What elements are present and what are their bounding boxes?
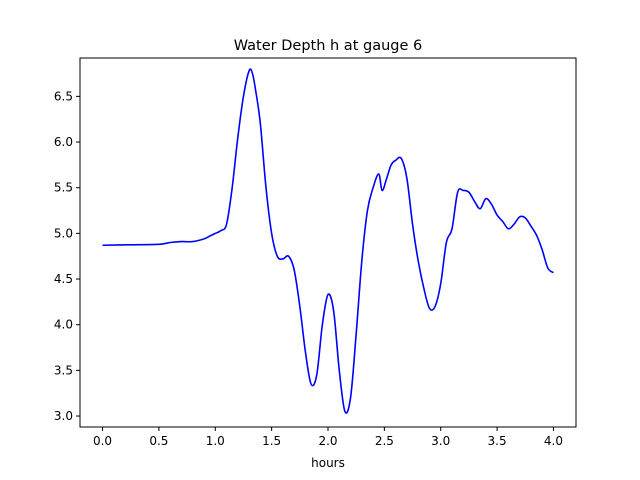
y-tick-label: 4.0 [54,318,73,332]
x-tick-label: 3.0 [431,434,450,448]
chart-title: Water Depth h at gauge 6 [234,38,422,54]
x-tick-label: 1.5 [262,434,281,448]
plot-area: 0.0 0.5 1.0 1.5 2.0 2.5 3.0 3.5 4.0 3.0 3.5 4.0 4.5 5… [54,57,577,448]
x-tick-label: 4.0 [544,434,563,448]
y-tick-label: 5.5 [54,181,73,195]
x-tick-label: 0.0 [93,434,112,448]
y-tick-label: 5.0 [54,226,73,240]
x-tick-label: 1.0 [206,434,225,448]
y-tick-label: 3.5 [54,363,73,377]
y-tick-label: 3.0 [54,409,73,423]
x-axis-label: hours [311,456,345,470]
x-tick-label: 3.5 [488,434,507,448]
y-tick-label: 4.5 [54,272,73,286]
y-tick-label: 6.0 [54,135,73,149]
x-tick-label: 2.0 [318,434,337,448]
series-line-0 [102,68,554,414]
x-tick-label: 0.5 [149,434,168,448]
x-tick-label: 2.5 [375,434,394,448]
y-tick-label: 6.5 [54,89,73,103]
